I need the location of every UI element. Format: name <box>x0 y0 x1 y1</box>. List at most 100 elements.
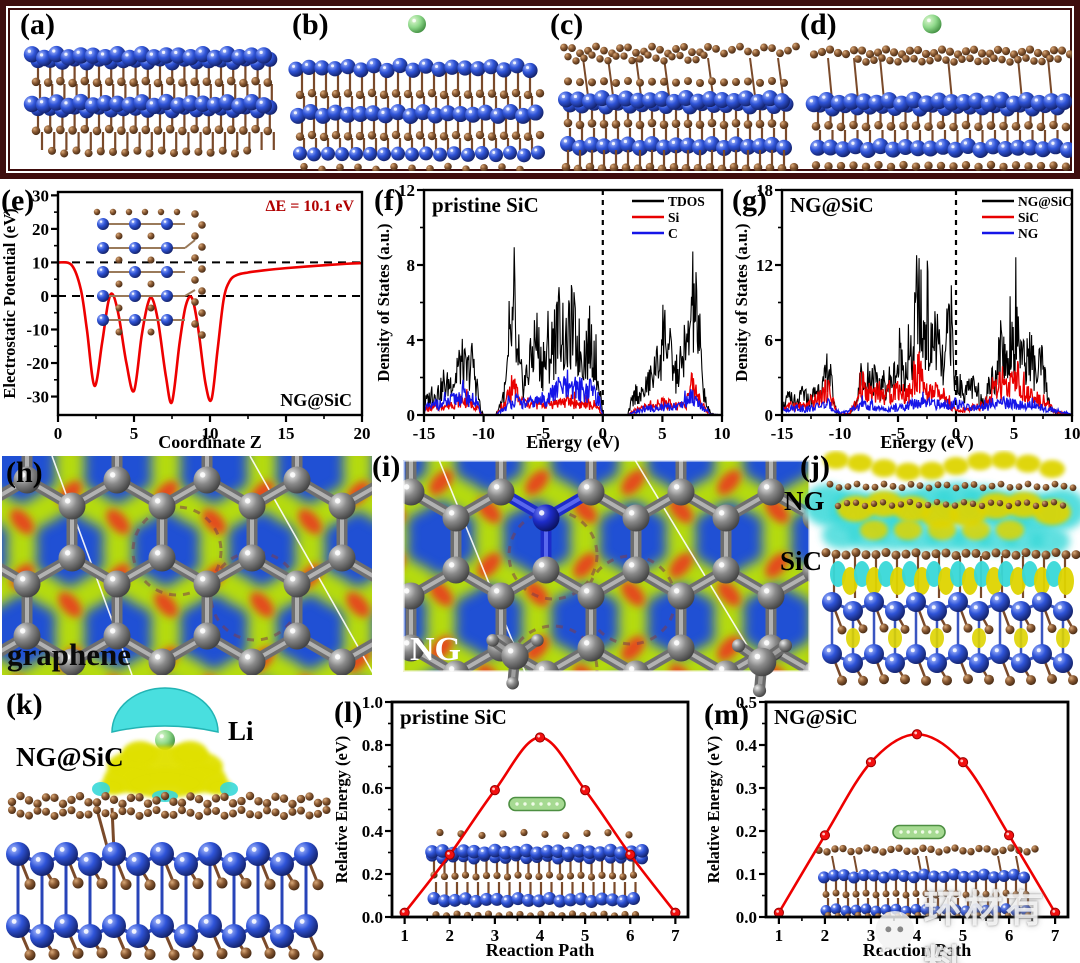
panel-label-d: (d) <box>800 8 837 41</box>
svg-text:12: 12 <box>756 256 773 275</box>
caption-graphene: graphene <box>7 637 131 672</box>
svg-text:Energy (eV): Energy (eV) <box>880 432 973 453</box>
layer-label-ng: NG <box>784 486 825 516</box>
svg-text:0: 0 <box>41 287 50 306</box>
svg-text:10: 10 <box>714 424 731 443</box>
svg-text:NG: NG <box>1018 226 1039 241</box>
svg-text:-20: -20 <box>26 354 49 373</box>
panel-label-h: (h) <box>6 456 43 489</box>
svg-text:5: 5 <box>1010 424 1019 443</box>
chart-dos-pristine-sic: -15 -10 -5 0 5 10 0 4 8 12 Energy (eV) Density of S… <box>374 180 731 455</box>
svg-text:0.6: 0.6 <box>362 779 383 798</box>
svg-text:Reaction Path: Reaction Path <box>486 940 594 960</box>
panel-label-i: (i) <box>372 450 401 483</box>
svg-text:0: 0 <box>599 424 608 443</box>
chart-l-graphic: 1 2 3 4 5 6 7 0.0 0.2 0.4 0.6 0.8 1.0 Reaction Path Re… <box>332 693 690 960</box>
svg-text:10: 10 <box>202 424 219 443</box>
graphene-overflow-atoms <box>486 634 793 698</box>
svg-text:4: 4 <box>913 926 922 945</box>
svg-text:6: 6 <box>626 926 635 945</box>
structure-row-box: (a) (b) (c) (d) <box>0 0 1080 179</box>
svg-text:5: 5 <box>581 926 590 945</box>
svg-text:Density of States (a.u.): Density of States (a.u.) <box>732 223 751 381</box>
svg-text:Relative Energy (eV): Relative Energy (eV) <box>332 736 351 884</box>
svg-text:0.4: 0.4 <box>362 822 384 841</box>
caption-ng: NG <box>410 631 461 668</box>
svg-text:15: 15 <box>278 424 295 443</box>
svg-text:(e): (e) <box>1 184 34 217</box>
svg-text:-10: -10 <box>472 424 495 443</box>
svg-text:3: 3 <box>867 926 876 945</box>
svg-text:-5: -5 <box>536 424 550 443</box>
svg-text:pristine SiC: pristine SiC <box>432 193 539 217</box>
svg-text:18: 18 <box>756 181 773 200</box>
svg-text:20: 20 <box>32 220 49 239</box>
svg-text:NG@SiC: NG@SiC <box>774 705 858 729</box>
svg-text:0.5: 0.5 <box>736 693 757 712</box>
svg-text:-15: -15 <box>771 424 794 443</box>
svg-text:0.2: 0.2 <box>736 822 757 841</box>
svg-text:Si: Si <box>668 210 680 225</box>
svg-text:1: 1 <box>775 926 784 945</box>
svg-text:0.0: 0.0 <box>736 908 757 927</box>
svg-text:-5: -5 <box>891 424 905 443</box>
svg-text:30: 30 <box>32 186 49 205</box>
svg-text:0: 0 <box>952 424 961 443</box>
svg-text:1.0: 1.0 <box>362 693 383 712</box>
svg-text:Electrostatic Potential (eV): Electrostatic Potential (eV) <box>0 208 19 398</box>
svg-text:0.2: 0.2 <box>362 865 383 884</box>
svg-text:NG@SiC: NG@SiC <box>280 390 352 410</box>
svg-text:0.0: 0.0 <box>362 908 383 927</box>
chart-dos-ng-sic: -15 -10 -5 0 5 10 0 6 12 18 Energy (eV) Density of … <box>732 180 1080 455</box>
chart-g-graphic: -15 -10 -5 0 5 10 0 6 12 18 Energy (eV) Density of … <box>732 181 1080 453</box>
svg-text:5: 5 <box>959 926 968 945</box>
chart-e-graphic: 0 5 10 15 20 -30 -20 -10 0 10 20 30 Coordinate Z Elec… <box>0 184 371 452</box>
svg-text:8: 8 <box>407 256 416 275</box>
chat-bubble-icon <box>875 910 915 956</box>
charge-transfer-isosurface-panel: (j) NG SiC <box>778 450 1080 706</box>
svg-text:0.3: 0.3 <box>736 779 757 798</box>
svg-text:-10: -10 <box>26 320 49 339</box>
watermark: 环材有料 <box>870 878 1080 963</box>
svg-text:5: 5 <box>130 424 139 443</box>
svg-text:(l): (l) <box>334 696 362 729</box>
svg-text:0.4: 0.4 <box>736 736 758 755</box>
svg-text:0.8: 0.8 <box>362 736 383 755</box>
svg-text:0: 0 <box>407 406 416 425</box>
svg-text:4: 4 <box>407 331 416 350</box>
panel-label-c: (c) <box>550 8 584 41</box>
svg-text:1: 1 <box>400 926 409 945</box>
panel-label-b: (b) <box>292 8 329 41</box>
li-adsorption-structure-graphic <box>6 687 331 961</box>
svg-text:Relative Energy (eV): Relative Energy (eV) <box>704 736 723 884</box>
svg-text:0.1: 0.1 <box>736 865 757 884</box>
svg-text:2: 2 <box>446 926 455 945</box>
svg-text:SiC: SiC <box>1018 210 1039 225</box>
svg-text:Density of States (a.u.): Density of States (a.u.) <box>374 223 393 381</box>
svg-text:0: 0 <box>765 406 774 425</box>
svg-text:10: 10 <box>1064 424 1080 443</box>
svg-text:-10: -10 <box>829 424 852 443</box>
system-label-ngsic: NG@SiC <box>16 742 124 772</box>
adatom-label-li: Li <box>228 716 254 746</box>
svg-text:ΔE = 10.1 eV: ΔE = 10.1 eV <box>266 198 355 215</box>
svg-text:-30: -30 <box>26 388 49 407</box>
atomic-structures-graphic <box>23 14 1072 171</box>
panel-label-k: (k) <box>6 688 43 721</box>
svg-text:6: 6 <box>1005 926 1014 945</box>
svg-text:(g): (g) <box>732 184 767 217</box>
chart-f-graphic: -15 -10 -5 0 5 10 0 4 8 12 Energy (eV) Density of S… <box>374 181 731 453</box>
panel-label-a: (a) <box>20 8 55 41</box>
svg-text:6: 6 <box>765 331 774 350</box>
svg-text:7: 7 <box>671 926 680 945</box>
svg-text:20: 20 <box>354 424 371 443</box>
svg-text:7: 7 <box>1051 926 1060 945</box>
charge-density-map-graphene: (h) graphene <box>2 456 372 675</box>
svg-text:0: 0 <box>54 424 63 443</box>
svg-text:2: 2 <box>821 926 830 945</box>
svg-text:5: 5 <box>658 424 667 443</box>
svg-text:(f): (f) <box>374 184 404 217</box>
svg-text:4: 4 <box>536 926 545 945</box>
